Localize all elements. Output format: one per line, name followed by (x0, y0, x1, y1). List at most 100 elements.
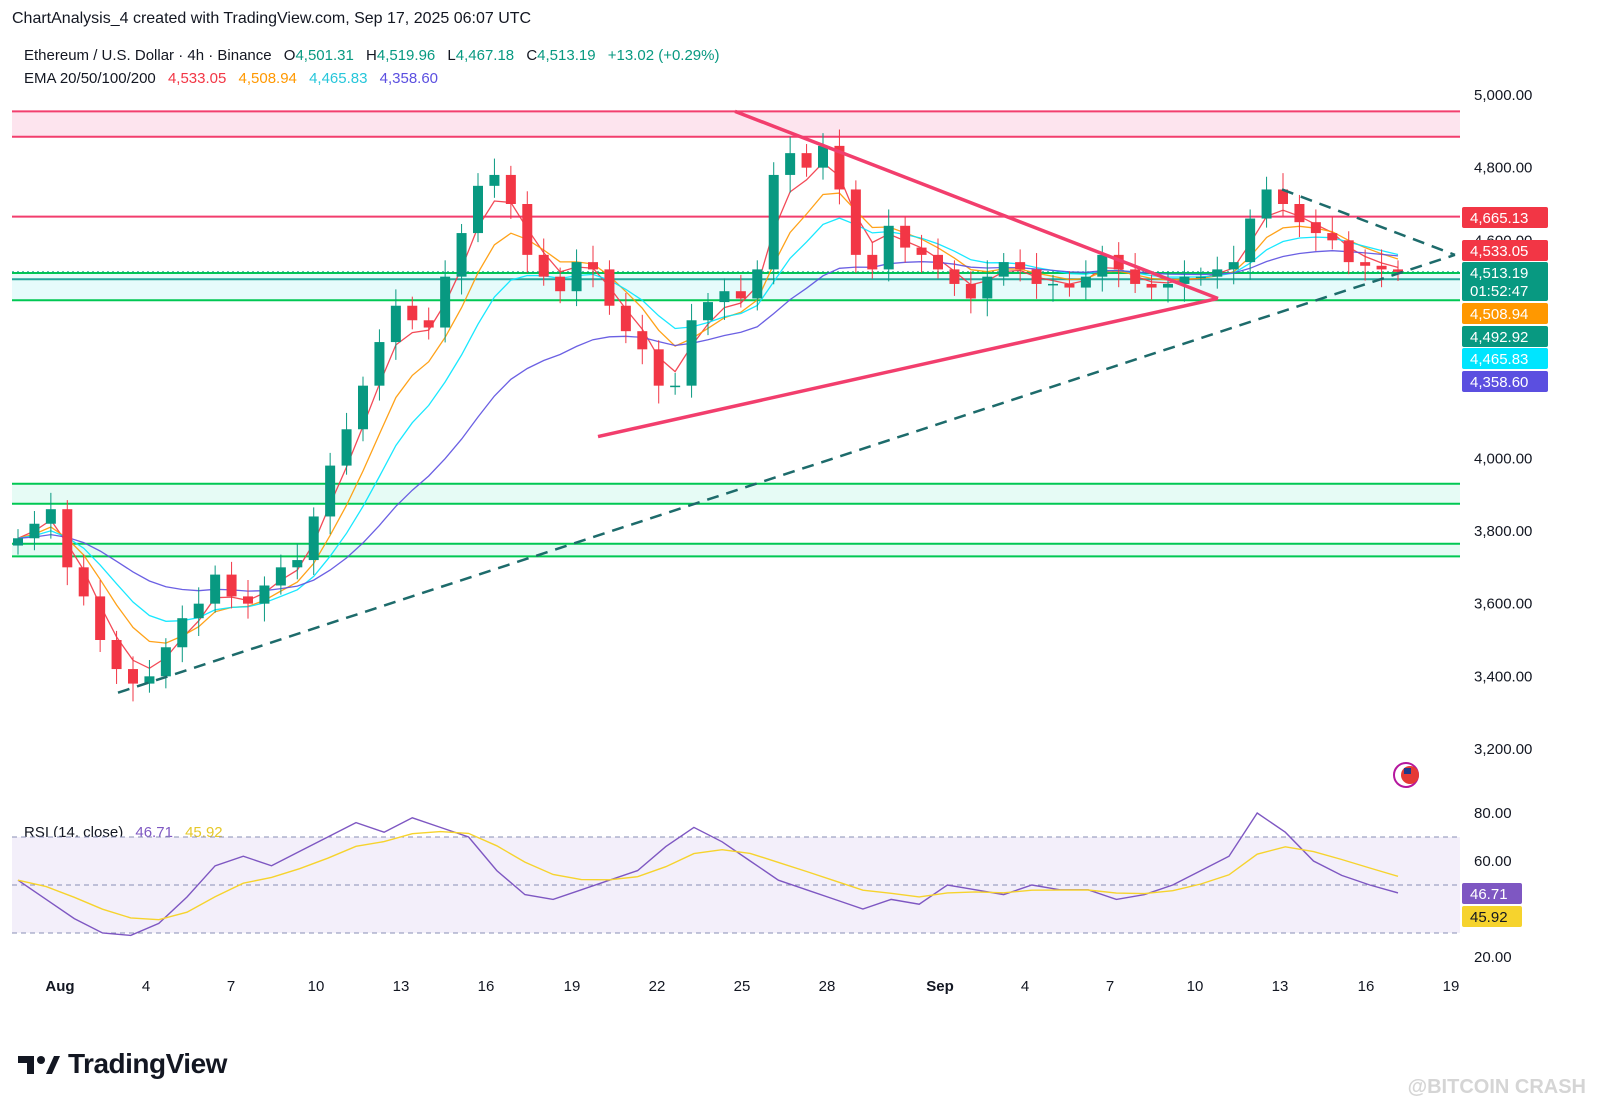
rsi-tag-bg (1462, 906, 1522, 927)
price-tag-label: 4,465.83 (1470, 351, 1528, 368)
rsi-line (17, 812, 1399, 937)
ema200-value: 4,358.60 (379, 70, 439, 87)
candle-body (900, 225, 911, 248)
x-axis-tick-label: 28 (819, 978, 836, 995)
support-zone-3 (12, 543, 1460, 557)
candle-body (259, 585, 270, 604)
y-axis-tick-label: 4,800.00 (1474, 160, 1532, 177)
candle-body (1310, 222, 1321, 234)
x-axis-tick-label: Sep (926, 978, 954, 995)
candle-body (620, 305, 631, 332)
y-axis-tick-label: 3,600.00 (1474, 596, 1532, 613)
candle-body (1048, 283, 1058, 286)
candle-body (160, 647, 171, 677)
rsi-tag-label: 46.71 (1470, 886, 1508, 903)
candle-body (735, 291, 746, 299)
candle-body (226, 574, 237, 597)
y-axis-tick-label: 5,000.00 (1474, 87, 1532, 104)
price-tag-label: 4,513.19 (1470, 265, 1528, 282)
high-label: H (366, 47, 377, 64)
candle-body (571, 262, 582, 292)
candle-body (538, 254, 549, 277)
ema20-value: 4,533.05 (167, 70, 227, 87)
ema50-line (17, 192, 1399, 644)
candle-body (834, 145, 845, 190)
candle-body (752, 269, 763, 299)
x-axis-tick-label: 16 (1358, 978, 1375, 995)
ema100-value: 4,465.83 (309, 70, 368, 87)
candle-body (95, 596, 106, 640)
price-tag-bg (1462, 348, 1548, 369)
y-axis-tick-label: 3,400.00 (1474, 668, 1532, 685)
candle-body (653, 349, 664, 386)
candle-body (1097, 254, 1108, 277)
candle-body (604, 269, 615, 306)
candle-body (785, 153, 796, 175)
candle-body (1130, 269, 1141, 284)
candle-body (374, 342, 385, 386)
x-axis-tick-label: Aug (45, 978, 74, 995)
candle-body (1245, 218, 1256, 263)
rsi-axis-tick-label: 60.00 (1474, 853, 1512, 870)
x-axis-tick-label: 4 (1021, 978, 1029, 995)
candle-body (670, 385, 681, 388)
candle-body (703, 302, 713, 321)
x-axis-tick-label: 16 (478, 978, 495, 995)
candle-body (144, 676, 155, 684)
candle-body (949, 269, 960, 284)
x-axis-tick-label: 7 (1106, 978, 1114, 995)
brand-name: TradingView (68, 1048, 227, 1079)
candle-body (883, 225, 894, 270)
price-tag-bg (1462, 303, 1548, 324)
chart-credit: ChartAnalysis_4 created with TradingView… (12, 10, 532, 27)
symbol-title[interactable]: Ethereum / U.S. Dollar · 4h · Binance (24, 47, 272, 64)
candle-body (243, 596, 253, 604)
candle-body (867, 254, 878, 270)
candle-body (407, 305, 418, 321)
candle-body (965, 283, 976, 299)
high-value: 4,519.96 (376, 47, 436, 64)
candle-body (1179, 276, 1190, 284)
candle-body (555, 276, 566, 292)
candle-body (998, 262, 1009, 277)
rsi-tag-label: 45.92 (1470, 909, 1508, 926)
candle-body (440, 276, 451, 328)
x-axis-tick-label: 4 (142, 978, 150, 995)
candle-body (1376, 265, 1387, 270)
triangle-upper-line (734, 109, 1219, 301)
flag-canton (1404, 768, 1411, 774)
x-axis-tick-label: 19 (564, 978, 581, 995)
candle-body (177, 618, 188, 648)
price-tag-bg (1462, 240, 1548, 261)
candle-body (850, 189, 861, 255)
candle-body (358, 385, 368, 430)
watermark: @BITCOIN CRASH (1407, 1076, 1586, 1098)
tradingview-logo: TradingView (16, 1048, 227, 1080)
ema-label[interactable]: EMA 20/50/100/200 (24, 70, 156, 87)
price-tag-label: 4,358.60 (1470, 374, 1528, 391)
candle-body (1343, 240, 1354, 263)
x-axis-tick-label: 10 (1187, 978, 1204, 995)
candle-body (1393, 269, 1403, 272)
candle-body (1195, 276, 1206, 279)
candle-body (45, 509, 56, 524)
candle-body (78, 567, 89, 597)
candle-body (1015, 262, 1026, 270)
x-axis-tick-label: 22 (649, 978, 666, 995)
candle-body (1113, 254, 1124, 270)
candle-body (193, 603, 204, 619)
candle-body (1294, 204, 1305, 223)
price-tag-label: 4,508.94 (1470, 306, 1528, 323)
x-axis-tick-label: 7 (227, 978, 235, 995)
candle-body (29, 523, 40, 539)
candle-body (292, 560, 303, 568)
candle-body (686, 320, 697, 386)
candle-body (275, 567, 286, 586)
symbol-legend: Ethereum / U.S. Dollar · 4h · Binance O4… (24, 47, 719, 64)
y-axis-tick-label: 3,800.00 (1474, 523, 1532, 540)
candle-body (933, 254, 943, 270)
us-flag-icon[interactable] (1393, 762, 1419, 788)
candle-body (505, 174, 516, 204)
ema50-value: 4,508.94 (238, 70, 297, 87)
